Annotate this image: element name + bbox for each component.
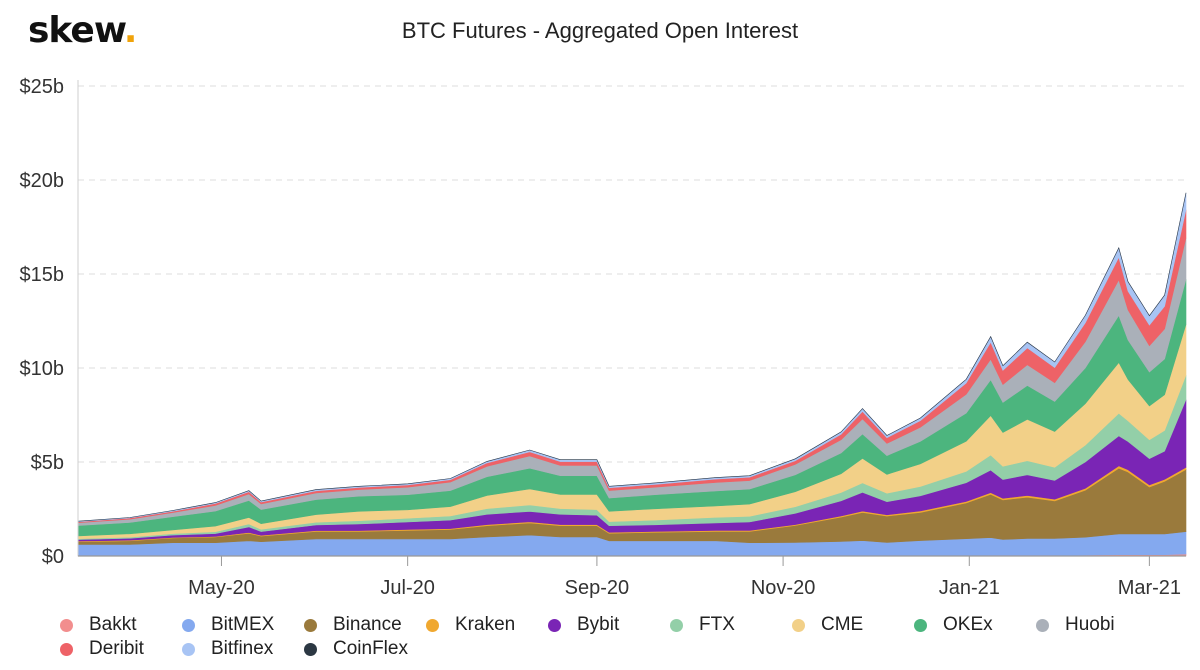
legend-item-binance[interactable]: Binance [304,614,402,636]
legend-label: Kraken [455,614,516,635]
y-tick-label: $10b [20,358,65,380]
grid-lines [78,85,1186,463]
y-tick-label: $5b [31,452,64,474]
y-tick-label: $25b [20,76,65,98]
legend-label: CME [821,614,864,635]
skew-logo: skew. [28,10,137,51]
legend-label: FTX [699,614,735,635]
axes [77,80,1186,557]
x-tick-label: Jan-21 [939,577,1000,599]
legend-swatch [1036,618,1049,632]
y-axis-ticks: $0 $5b $10b $15b $20b $25b [20,76,65,568]
x-tick-label: Nov-20 [751,577,815,599]
legend-label: Huobi [1065,614,1115,635]
legend-swatch [426,618,439,632]
x-tick-label: Jul-20 [380,577,434,599]
legend-label: CoinFlex [333,638,408,659]
legend-swatch [182,618,195,632]
x-tick-label: Sep-20 [565,577,630,599]
legend-swatch [60,618,73,632]
x-tick-label: May-20 [188,577,255,599]
legend-swatch [182,642,195,656]
legend-label: Bitfinex [211,638,274,659]
legend-item-ftx[interactable]: FTX [670,614,735,636]
legend-label: OKEx [943,614,993,635]
legend-item-bitfinex[interactable]: Bitfinex [182,638,273,660]
x-tick-label: Mar-21 [1118,577,1181,599]
legend-label: Bakkt [89,614,137,635]
legend-item-okex[interactable]: OKEx [914,614,993,636]
legend-item-bybit[interactable]: Bybit [548,614,619,636]
legend-swatch [548,618,561,632]
x-axis-ticks: May-20 Jul-20 Sep-20 Nov-20 Jan-21 Mar-21 [188,556,1181,599]
legend-item-huobi[interactable]: Huobi [1036,614,1115,636]
legend-label: Binance [333,614,402,635]
y-tick-label: $20b [20,170,65,192]
chart-title: BTC Futures - Aggregated Open Interest [401,18,799,43]
legend-swatch [914,618,927,632]
legend-item-cme[interactable]: CME [792,614,863,636]
legend-swatch [670,618,683,632]
y-tick-label: $15b [20,264,65,286]
legend-item-bitmex[interactable]: BitMEX [182,614,274,636]
series-areas [77,192,1187,557]
legend-swatch [304,642,317,656]
area-coinflex [77,192,1187,522]
legend-swatch [60,642,73,656]
y-tick-label: $0 [42,546,64,568]
stacked-area-chart: $0 $5b $10b $15b $20b $25b May-20 Jul-20 Sep-20… [20,76,1187,599]
legend-swatch [792,618,805,632]
legend-label: Bybit [577,614,620,635]
legend-item-coinflex[interactable]: CoinFlex [304,638,408,660]
legend-item-bakkt[interactable]: Bakkt [60,614,137,636]
legend-item-kraken[interactable]: Kraken [426,614,515,636]
legend-item-deribit[interactable]: Deribit [60,638,144,660]
legend-label: Deribit [89,638,144,659]
legend-label: BitMEX [211,614,275,635]
legend-swatch [304,618,317,632]
